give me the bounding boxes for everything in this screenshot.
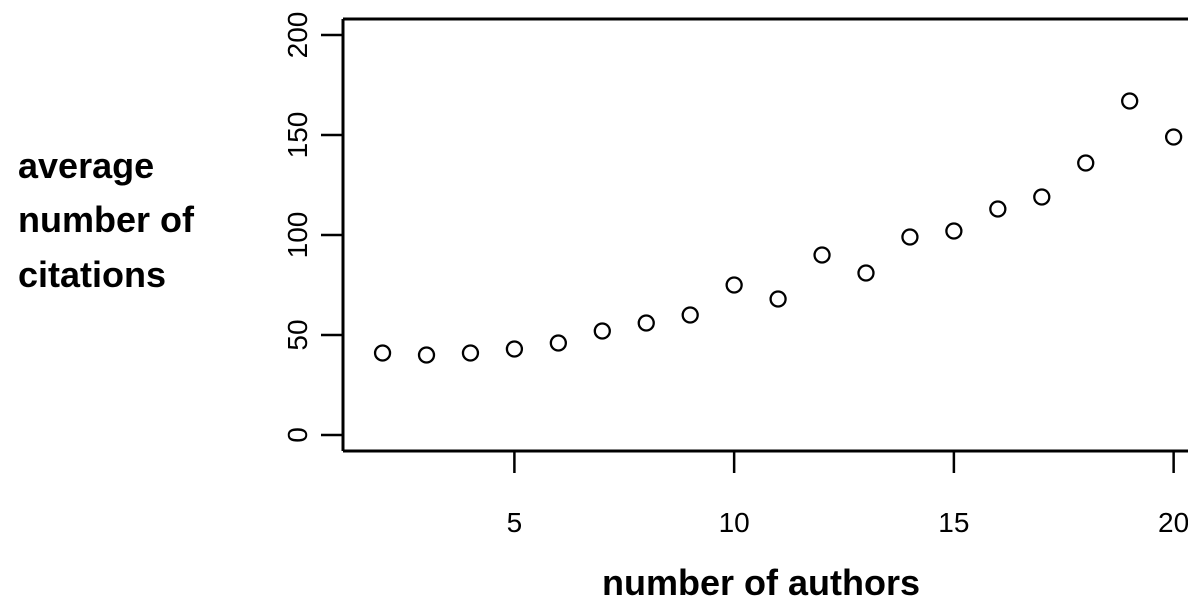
data-point bbox=[681, 306, 699, 324]
x-tick-label: 20 bbox=[1158, 507, 1188, 538]
y-tick-label: 150 bbox=[282, 112, 313, 159]
data-point bbox=[901, 228, 919, 246]
data-point bbox=[373, 344, 392, 362]
y-axis: 0 50 100 150 200 bbox=[282, 12, 343, 443]
data-point bbox=[549, 334, 567, 352]
data-point bbox=[637, 314, 655, 332]
data-point bbox=[857, 264, 875, 282]
data-points bbox=[373, 92, 1183, 364]
y-tick-label: 200 bbox=[282, 12, 313, 59]
data-point bbox=[461, 344, 480, 362]
x-axis: 5 10 15 20 bbox=[507, 451, 1188, 538]
plot-frame bbox=[341, 17, 1188, 453]
y-tick-label: 100 bbox=[282, 212, 313, 259]
data-point bbox=[769, 290, 787, 308]
y-tick-label: 50 bbox=[282, 319, 313, 350]
x-axis-label: number of authors bbox=[602, 562, 920, 603]
data-point bbox=[989, 200, 1007, 218]
x-tick-label: 15 bbox=[938, 507, 969, 538]
data-point bbox=[417, 346, 436, 364]
y-axis-label-line-3: citations bbox=[18, 254, 166, 295]
y-axis-label-line-2: number of bbox=[18, 199, 195, 240]
data-point bbox=[1164, 128, 1183, 146]
data-point bbox=[593, 322, 611, 340]
data-point bbox=[1121, 92, 1139, 110]
x-tick-label: 5 bbox=[507, 507, 523, 538]
x-tick-label: 10 bbox=[719, 507, 750, 538]
data-point bbox=[505, 340, 524, 358]
data-point bbox=[1033, 188, 1051, 206]
y-axis-label-line-1: average bbox=[18, 145, 154, 186]
data-point bbox=[813, 246, 831, 264]
data-point bbox=[725, 276, 743, 294]
data-point bbox=[945, 222, 963, 240]
data-point bbox=[1077, 154, 1095, 172]
y-tick-label: 0 bbox=[282, 427, 313, 443]
